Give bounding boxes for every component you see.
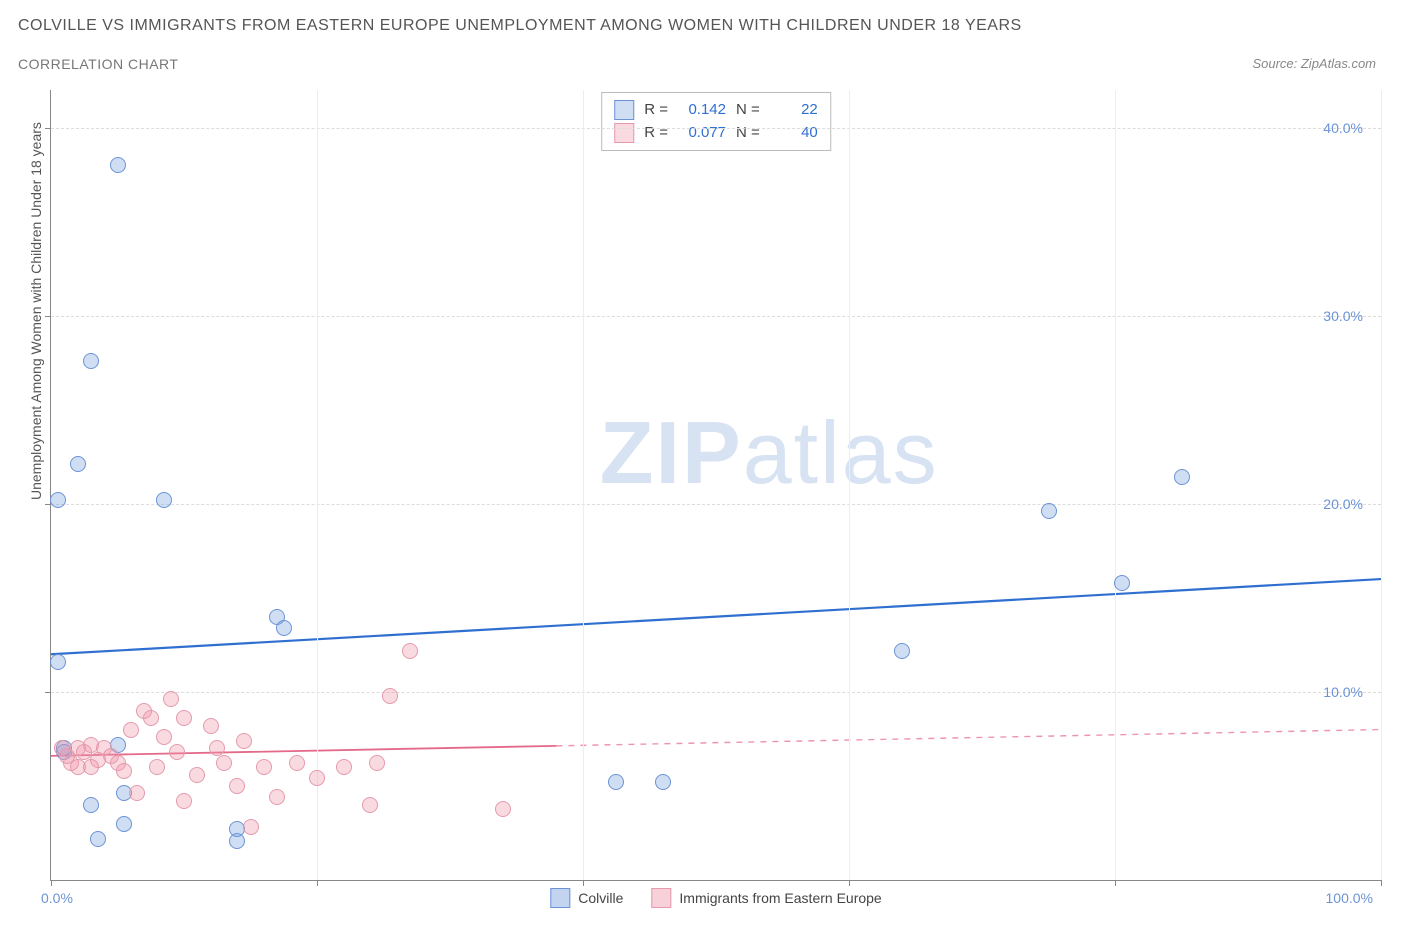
legend-r-label: R =: [644, 99, 668, 122]
data-point: [156, 492, 172, 508]
legend-item: Colville: [550, 888, 623, 908]
data-point: [110, 157, 126, 173]
y-tick: [45, 692, 51, 693]
legend-series-label: Colville: [578, 890, 623, 906]
data-point: [1114, 575, 1130, 591]
x-tick: [1115, 880, 1116, 886]
data-point: [83, 797, 99, 813]
x-axis-max-label: 100.0%: [1326, 890, 1373, 906]
legend-series-label: Immigrants from Eastern Europe: [679, 890, 881, 906]
data-point: [83, 353, 99, 369]
data-point: [90, 831, 106, 847]
y-tick-label: 40.0%: [1323, 120, 1363, 136]
data-point: [163, 691, 179, 707]
y-axis-label: Unemployment Among Women with Children U…: [28, 122, 44, 500]
watermark-zip: ZIP: [600, 403, 743, 502]
data-point: [149, 759, 165, 775]
y-tick-label: 30.0%: [1323, 308, 1363, 324]
x-tick: [583, 880, 584, 886]
x-tick: [51, 880, 52, 886]
data-point: [189, 767, 205, 783]
chart-container: COLVILLE VS IMMIGRANTS FROM EASTERN EURO…: [0, 0, 1406, 930]
legend-row: R = 0.077 N = 40: [614, 122, 818, 145]
data-point: [495, 801, 511, 817]
y-tick-label: 10.0%: [1323, 684, 1363, 700]
data-point: [336, 759, 352, 775]
data-point: [229, 778, 245, 794]
data-point: [243, 819, 259, 835]
watermark-atlas: atlas: [743, 403, 939, 502]
data-point: [176, 710, 192, 726]
legend-item: Immigrants from Eastern Europe: [651, 888, 881, 908]
gridline-h: [51, 504, 1381, 505]
legend-r-value: 0.142: [678, 99, 726, 122]
x-tick: [849, 880, 850, 886]
data-point: [1174, 469, 1190, 485]
data-point: [116, 816, 132, 832]
source-label: Source: ZipAtlas.com: [1252, 56, 1376, 71]
legend-n-label: N =: [736, 99, 760, 122]
data-point: [1041, 503, 1057, 519]
gridline-v: [1381, 90, 1382, 880]
data-point: [289, 755, 305, 771]
data-point: [143, 710, 159, 726]
gridline-h: [51, 316, 1381, 317]
gridline-h: [51, 128, 1381, 129]
watermark: ZIPatlas: [600, 402, 939, 504]
gridline-v: [849, 90, 850, 880]
data-point: [209, 740, 225, 756]
legend-row: R = 0.142 N = 22: [614, 99, 818, 122]
x-tick: [317, 880, 318, 886]
data-point: [203, 718, 219, 734]
legend-swatch: [614, 123, 634, 143]
data-point: [369, 755, 385, 771]
data-point: [269, 789, 285, 805]
legend-r-value: 0.077: [678, 122, 726, 145]
data-point: [156, 729, 172, 745]
data-point: [894, 643, 910, 659]
data-point: [116, 763, 132, 779]
y-tick: [45, 316, 51, 317]
chart-title: COLVILLE VS IMMIGRANTS FROM EASTERN EURO…: [18, 17, 1022, 35]
gridline-h: [51, 692, 1381, 693]
series-legend: Colville Immigrants from Eastern Europe: [550, 888, 881, 908]
data-point: [70, 456, 86, 472]
data-point: [362, 797, 378, 813]
legend-swatch: [651, 888, 671, 908]
data-point: [176, 793, 192, 809]
x-tick: [1381, 880, 1382, 886]
y-tick-label: 20.0%: [1323, 496, 1363, 512]
gridline-v: [583, 90, 584, 880]
plot-area: ZIPatlas R =0.142N =22R =0.077N =40 Colv…: [50, 90, 1381, 881]
data-point: [169, 744, 185, 760]
legend-n-value: 40: [770, 122, 818, 145]
data-point: [309, 770, 325, 786]
legend-swatch: [614, 100, 634, 120]
gridline-v: [317, 90, 318, 880]
y-tick: [45, 128, 51, 129]
data-point: [382, 688, 398, 704]
data-point: [608, 774, 624, 790]
x-axis-min-label: 0.0%: [41, 890, 73, 906]
data-point: [50, 654, 66, 670]
data-point: [256, 759, 272, 775]
gridline-v: [1115, 90, 1116, 880]
chart-subtitle: CORRELATION CHART: [18, 56, 178, 72]
data-point: [236, 733, 252, 749]
data-point: [123, 722, 139, 738]
data-point: [655, 774, 671, 790]
data-point: [216, 755, 232, 771]
legend-swatch: [550, 888, 570, 908]
data-point: [402, 643, 418, 659]
legend-n-value: 22: [770, 99, 818, 122]
correlation-legend: R = 0.142 N = 22 R = 0.077 N = 40: [601, 92, 831, 151]
legend-r-label: R =: [644, 122, 668, 145]
data-point: [50, 492, 66, 508]
data-point: [129, 785, 145, 801]
legend-n-label: N =: [736, 122, 760, 145]
data-point: [276, 620, 292, 636]
